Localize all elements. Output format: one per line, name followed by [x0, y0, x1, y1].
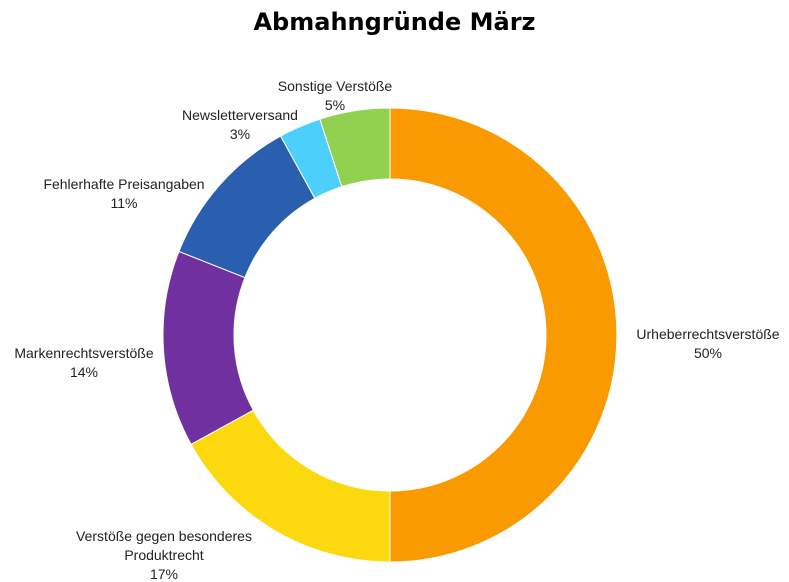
slice-label: Fehlerhafte Preisangaben 11% — [43, 176, 204, 211]
slice-value-label: 17% — [150, 566, 178, 582]
slice-category-label: Fehlerhafte Preisangaben — [43, 176, 204, 192]
slice-label: Sonstige Verstöße 5% — [278, 78, 393, 113]
slice-value-label: 3% — [230, 126, 250, 142]
slice-category-label: Markenrechtsverstöße — [14, 345, 153, 361]
slice-category-label: Sonstige Verstöße — [278, 78, 393, 94]
slice-value-label: 50% — [694, 345, 722, 361]
slice-urheberrechtsverstöße — [389, 107, 618, 563]
slice-label: Markenrechtsverstöße 14% — [14, 345, 153, 380]
slice-category-label: Verstöße gegen besonderes — [76, 528, 252, 544]
slice-value-label: 14% — [70, 364, 98, 380]
slice-category-label: Urheberrechtsverstöße — [636, 326, 779, 342]
slices — [162, 107, 618, 563]
slice-category-label: Produktrecht — [124, 547, 203, 563]
slice-label: Newsletterversand 3% — [182, 107, 298, 142]
slice-value-label: 5% — [325, 97, 345, 113]
slice-markenrechtsverstöße — [162, 250, 254, 446]
slice-category-label: Newsletterversand — [182, 107, 298, 123]
slice-value-label: 11% — [111, 195, 138, 211]
slice-label: Urheberrechtsverstöße 50% — [636, 326, 779, 361]
slice-label: Verstöße gegen besonderes Produktrecht 17% — [76, 528, 252, 582]
chart-title: Abmahngründe März — [253, 8, 536, 36]
slice-sonstige-verstöße — [319, 107, 391, 188]
slice-labels: Urheberrechtsverstöße 50% Verstöße gegen b… — [14, 78, 779, 582]
